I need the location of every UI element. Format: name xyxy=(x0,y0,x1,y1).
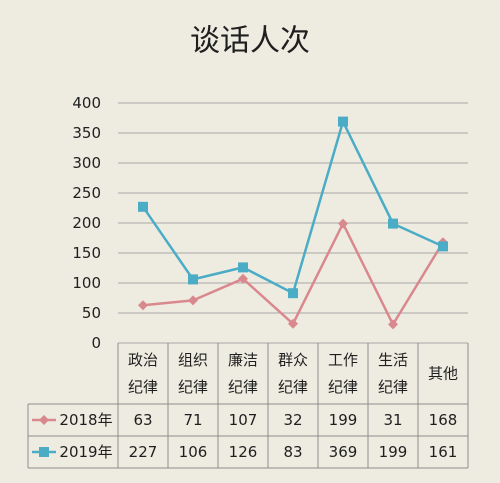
y-tick-label: 0 xyxy=(91,334,101,352)
legend-label: 2019年 xyxy=(59,443,112,461)
category-label: 纪律 xyxy=(178,378,208,396)
data-point xyxy=(188,274,198,285)
data-table-value: 106 xyxy=(179,443,208,461)
data-point xyxy=(338,116,348,127)
chart-title: 谈话人次 xyxy=(190,24,310,59)
data-point xyxy=(188,295,198,306)
data-table-value: 83 xyxy=(283,443,302,461)
category-label: 廉洁 xyxy=(228,351,258,369)
data-table-value: 31 xyxy=(383,411,402,429)
data-table-value: 369 xyxy=(329,443,358,461)
data-table-value: 126 xyxy=(229,443,258,461)
data-point xyxy=(388,319,398,330)
data-point xyxy=(238,262,248,273)
data-table-value: 161 xyxy=(429,443,458,461)
category-label: 工作 xyxy=(328,351,358,369)
category-label: 生活 xyxy=(378,351,408,369)
data-point xyxy=(138,300,148,311)
data-table-value: 227 xyxy=(129,443,158,461)
category-label: 纪律 xyxy=(378,378,408,396)
category-label: 其他 xyxy=(428,365,458,383)
category-label: 政治 xyxy=(128,351,158,369)
data-table-value: 199 xyxy=(329,411,358,429)
data-point xyxy=(288,318,298,329)
data-point xyxy=(438,241,448,252)
data-table-value: 71 xyxy=(183,411,202,429)
category-label: 纪律 xyxy=(278,378,308,396)
data-point xyxy=(338,218,348,229)
data-point xyxy=(288,288,298,299)
data-table-value: 32 xyxy=(283,411,302,429)
data-point xyxy=(388,218,398,229)
category-label: 纪律 xyxy=(328,378,358,396)
y-tick-label: 100 xyxy=(72,274,101,292)
y-tick-label: 50 xyxy=(82,304,101,322)
legend-marker xyxy=(39,415,49,425)
data-point xyxy=(238,273,248,284)
data-table-value: 63 xyxy=(133,411,152,429)
category-label: 群众 xyxy=(278,351,308,369)
y-tick-label: 200 xyxy=(72,214,101,232)
y-tick-label: 250 xyxy=(72,184,101,202)
legend-marker xyxy=(39,447,49,457)
data-table-value: 199 xyxy=(379,443,408,461)
y-tick-label: 400 xyxy=(72,94,101,112)
category-label: 纪律 xyxy=(128,378,158,396)
category-label: 纪律 xyxy=(228,378,258,396)
legend-label: 2018年 xyxy=(59,411,112,429)
data-point xyxy=(138,201,148,212)
y-tick-label: 300 xyxy=(72,154,101,172)
y-tick-label: 150 xyxy=(72,244,101,262)
series-line xyxy=(141,120,444,295)
data-table-value: 107 xyxy=(229,411,258,429)
y-tick-label: 350 xyxy=(72,124,101,142)
category-label: 组织 xyxy=(178,351,208,369)
data-table-value: 168 xyxy=(429,411,458,429)
